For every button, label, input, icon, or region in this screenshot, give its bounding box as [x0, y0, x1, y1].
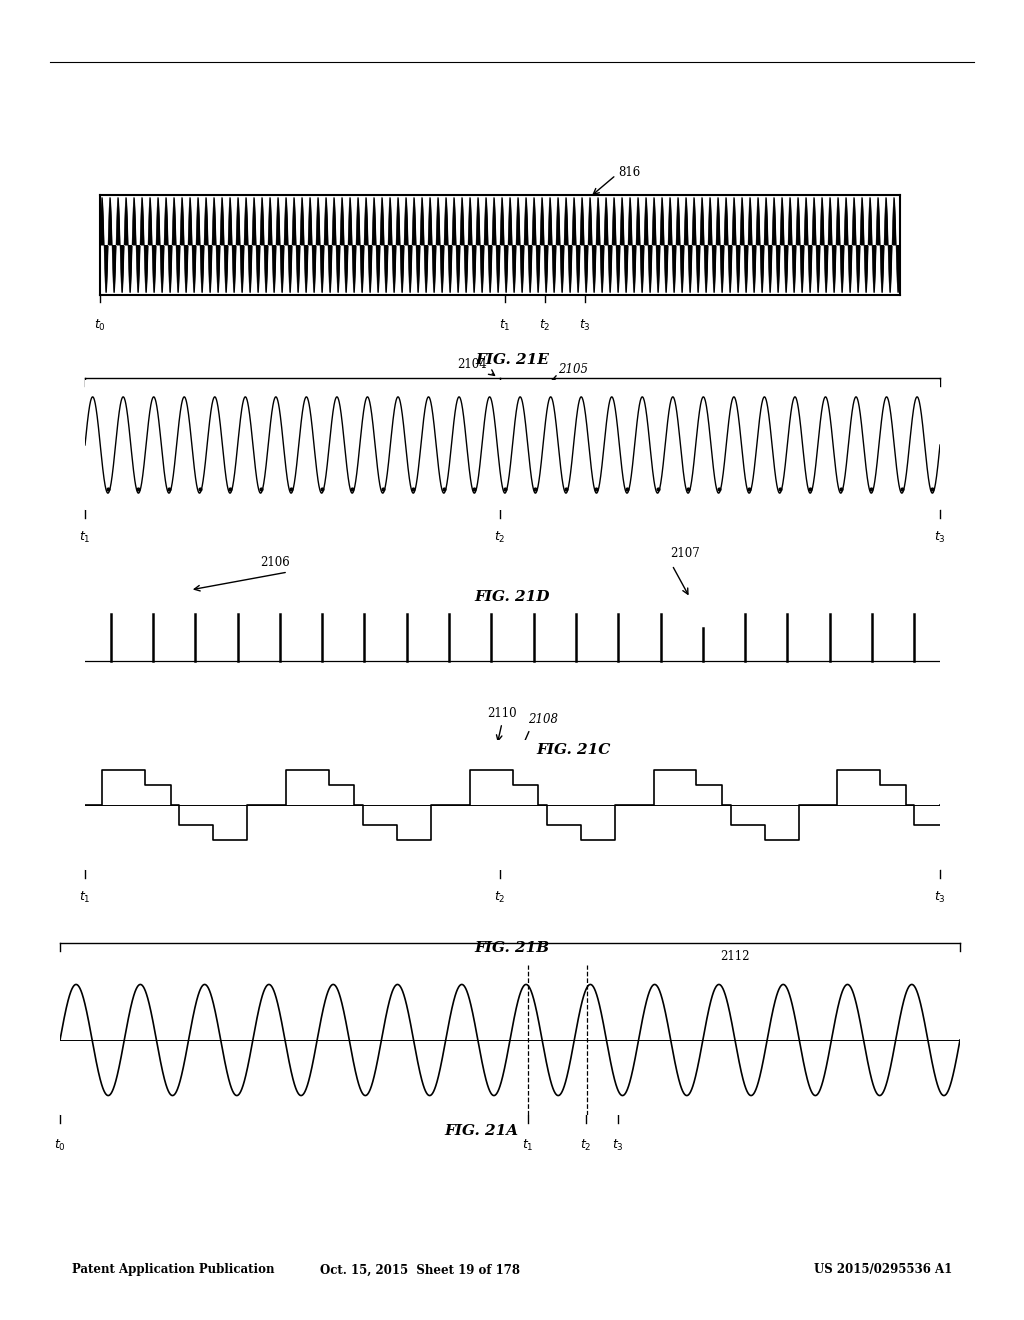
Text: $t_1$: $t_1$	[79, 531, 91, 545]
Text: $t_2$: $t_2$	[540, 318, 551, 333]
Text: FIG. 21A: FIG. 21A	[444, 1125, 518, 1138]
Text: 2110: 2110	[487, 708, 517, 719]
Text: 2106: 2106	[260, 556, 290, 569]
Text: Patent Application Publication: Patent Application Publication	[72, 1263, 274, 1276]
Text: $t_0$: $t_0$	[54, 1138, 66, 1154]
Text: US 2015/0295536 A1: US 2015/0295536 A1	[814, 1263, 952, 1276]
Text: $t_1$: $t_1$	[522, 1138, 534, 1154]
Text: FIG. 21D: FIG. 21D	[474, 590, 550, 603]
Text: $t_0$: $t_0$	[94, 318, 105, 333]
Text: $t_1$: $t_1$	[79, 890, 91, 906]
Text: $t_2$: $t_2$	[495, 531, 506, 545]
Text: $t_2$: $t_2$	[581, 1138, 592, 1154]
Text: 2105: 2105	[558, 363, 588, 376]
Text: $t_2$: $t_2$	[495, 890, 506, 906]
Text: $t_3$: $t_3$	[612, 1138, 624, 1154]
Text: $t_1$: $t_1$	[499, 318, 511, 333]
Text: FIG. 21C: FIG. 21C	[537, 743, 610, 756]
Text: $t_3$: $t_3$	[934, 531, 946, 545]
Text: 816: 816	[618, 165, 640, 178]
Text: Oct. 15, 2015  Sheet 19 of 178: Oct. 15, 2015 Sheet 19 of 178	[319, 1263, 520, 1276]
Text: 2108: 2108	[528, 713, 558, 726]
Text: FIG. 21E: FIG. 21E	[475, 354, 549, 367]
Text: 2104: 2104	[458, 358, 487, 371]
Text: 2112: 2112	[720, 950, 750, 964]
Text: $t_3$: $t_3$	[934, 890, 946, 906]
Text: 2107: 2107	[670, 546, 699, 560]
Text: FIG. 21B: FIG. 21B	[474, 941, 550, 954]
Text: $t_3$: $t_3$	[580, 318, 591, 333]
